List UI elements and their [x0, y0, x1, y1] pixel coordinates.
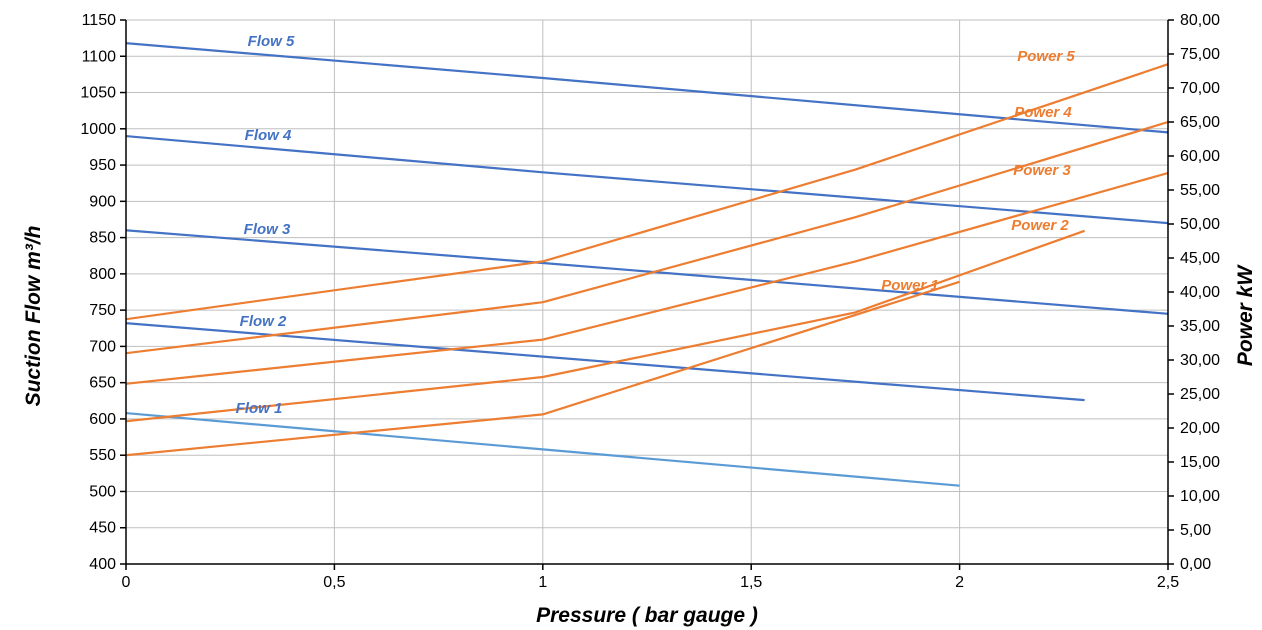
series-line-power-5	[125, 63, 1169, 321]
series-label-flow-1: Flow 1	[236, 400, 283, 417]
series-label-flow-3: Flow 3	[244, 221, 291, 238]
x-axis-title: Pressure ( bar gauge )	[536, 604, 758, 627]
y2-axis-title: Power kW	[1234, 264, 1257, 367]
series-line-power-3	[125, 171, 1169, 385]
y-tick-label: 800	[89, 266, 116, 283]
y2-tick-label: 50,00	[1180, 216, 1220, 233]
series-lines	[125, 42, 1169, 487]
y-tick-label: 1100	[82, 48, 117, 65]
series-line-power-4	[125, 120, 1169, 355]
y2-tick-label: 55,00	[1180, 182, 1220, 199]
y2-tick-label: 70,00	[1180, 80, 1220, 97]
series-label-flow-5: Flow 5	[248, 33, 295, 50]
y2-tick-label: 10,00	[1180, 488, 1220, 505]
tick-labels: 400 450 500 550 600 650 700 750 800 850 900 950 1000…	[80, 12, 1220, 591]
y-tick-label: 750	[89, 302, 116, 319]
axes	[120, 19, 1174, 570]
y-tick-label: 400	[89, 556, 116, 573]
y2-tick-label: 0,00	[1180, 556, 1211, 573]
y-tick-label: 500	[89, 483, 116, 500]
gridlines	[126, 19, 1168, 564]
y-tick-label: 600	[89, 411, 116, 428]
series-line-power-2	[125, 229, 1085, 423]
x-tick-label: 2	[955, 574, 964, 591]
series-labels: Flow 1 Flow 2 Flow 3 Flow 4 Flow 5 Power 1 Pow…	[236, 33, 1076, 417]
x-tick-label: 0	[122, 574, 131, 591]
series-label-power-3: Power 3	[1013, 162, 1071, 179]
y2-tick-label: 5,00	[1180, 522, 1211, 539]
y-tick-label: 1050	[80, 85, 116, 102]
series-label-power-4: Power 4	[1014, 104, 1072, 121]
series-line-flow-5	[125, 42, 1169, 134]
series-label-power-2: Power 2	[1011, 217, 1069, 234]
series-line-flow-4	[125, 135, 1169, 225]
y-tick-label: 950	[89, 157, 116, 174]
series-label-flow-4: Flow 4	[245, 127, 292, 144]
y2-tick-label: 30,00	[1180, 352, 1220, 369]
y2-tick-label: 45,00	[1180, 250, 1220, 267]
y2-tick-label: 35,00	[1180, 318, 1220, 335]
x-tick-label: 1	[538, 574, 547, 591]
y-tick-label: 550	[89, 447, 116, 464]
series-line-power-1	[125, 280, 960, 457]
y2-tick-label: 60,00	[1180, 148, 1220, 165]
y2-tick-label: 25,00	[1180, 386, 1220, 403]
y-axis-title: Suction Flow m³/h	[22, 226, 45, 407]
series-line-flow-2	[125, 322, 1085, 402]
y2-tick-label: 80,00	[1180, 12, 1220, 29]
y2-tick-label: 40,00	[1180, 284, 1220, 301]
x-tick-label: 2,5	[1157, 574, 1179, 591]
x-tick-label: 1,5	[740, 574, 762, 591]
y2-tick-label: 65,00	[1180, 114, 1220, 131]
series-label-flow-2: Flow 2	[240, 313, 287, 330]
y-tick-label: 650	[89, 375, 116, 392]
y-tick-label: 450	[89, 520, 116, 537]
y-tick-label: 1000	[80, 121, 116, 138]
y2-tick-label: 75,00	[1180, 46, 1220, 63]
y-tick-label: 1150	[82, 12, 117, 29]
series-line-flow-3	[125, 229, 1169, 315]
series-line-flow-1	[125, 412, 960, 487]
y2-tick-label: 20,00	[1180, 420, 1220, 437]
y-tick-label: 850	[89, 230, 116, 247]
x-tick-label: 0,5	[323, 574, 345, 591]
series-label-power-1: Power 1	[881, 277, 939, 294]
y-tick-label: 900	[89, 193, 116, 210]
series-label-power-5: Power 5	[1017, 48, 1075, 65]
y2-tick-label: 15,00	[1180, 454, 1220, 471]
y-tick-label: 700	[89, 338, 116, 355]
